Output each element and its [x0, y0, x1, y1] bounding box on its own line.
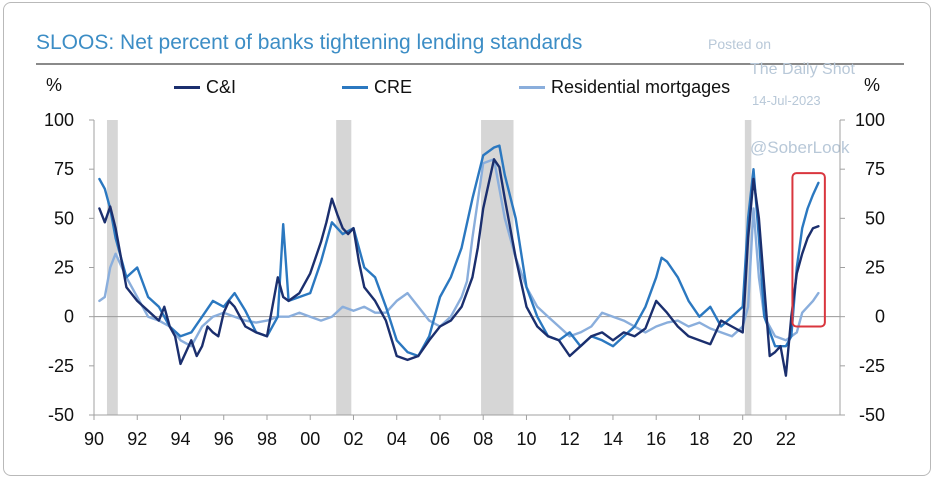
legend-swatch-cre — [342, 85, 368, 89]
x-tick-label: 04 — [387, 429, 407, 449]
y-tick-label-left: 50 — [54, 208, 74, 228]
x-tick-label: 00 — [300, 429, 320, 449]
y-tick-label-left: -25 — [48, 356, 74, 376]
y-tick-label-left: 0 — [64, 307, 74, 327]
watermark-date: 14-Jul-2023 — [752, 93, 821, 108]
right-axis-unit: % — [864, 75, 881, 95]
series-line-cre — [98, 144, 820, 358]
x-tick-label: 20 — [733, 429, 753, 449]
x-tick-label: 96 — [214, 429, 234, 449]
x-tick-label: 10 — [516, 429, 536, 449]
x-tick-label: 18 — [689, 429, 709, 449]
x-tick-label: 06 — [430, 429, 450, 449]
x-tick-label: 90 — [84, 429, 104, 449]
legend-swatch-ci — [174, 85, 200, 89]
series-line-c-i — [98, 158, 820, 377]
recession-band-3 — [744, 120, 752, 415]
x-tick-label: 92 — [127, 429, 147, 449]
y-tick-label-left: 25 — [54, 258, 74, 278]
y-tick-label-right: 0 — [875, 307, 885, 327]
y-tick-label-right: -50 — [859, 405, 885, 425]
y-tick-label-left: 75 — [54, 159, 74, 179]
y-tick-label-right: 100 — [855, 110, 885, 130]
watermark-posted-on: Posted on — [708, 36, 772, 52]
title-rule — [36, 63, 904, 65]
legend-swatch-residential — [519, 85, 545, 89]
watermark-handle: @SoberLook — [750, 138, 850, 157]
recession-band-0 — [106, 120, 118, 415]
x-tick-label: 16 — [646, 429, 666, 449]
x-tick-label: 14 — [603, 429, 623, 449]
chart-title: SLOOS: Net percent of banks tightening l… — [36, 31, 583, 54]
y-tick-label-left: -50 — [48, 405, 74, 425]
x-tick-label: 08 — [473, 429, 493, 449]
y-tick-label-right: 50 — [865, 208, 885, 228]
x-tick-label: 02 — [343, 429, 363, 449]
watermark-the-daily-shot: The Daily Shot — [750, 61, 855, 78]
recession-band-1 — [336, 120, 352, 415]
legend-label-cre: CRE — [374, 76, 413, 97]
y-tick-label-right: 25 — [865, 258, 885, 278]
legend-label-ci: C&I — [206, 76, 237, 97]
x-tick-label: 12 — [560, 429, 580, 449]
y-tick-label-right: -25 — [859, 356, 885, 376]
legend-label-residential: Residential mortgages — [551, 76, 731, 97]
legend-item-cre: CRE — [342, 76, 412, 98]
legend-item-ci: C&I — [174, 76, 236, 98]
chart-frame — [3, 2, 931, 476]
left-axis-unit: % — [46, 75, 63, 95]
x-tick-label: 94 — [170, 429, 190, 449]
series-line-residential-mortgages — [98, 158, 820, 348]
highlight-box — [791, 172, 826, 328]
y-tick-label-right: 75 — [865, 159, 885, 179]
recession-band-2 — [481, 120, 514, 415]
legend-item-residential: Residential mortgages — [519, 76, 730, 98]
x-tick-label: 22 — [776, 429, 796, 449]
y-tick-label-left: 100 — [44, 110, 74, 130]
x-tick-label: 98 — [257, 429, 277, 449]
